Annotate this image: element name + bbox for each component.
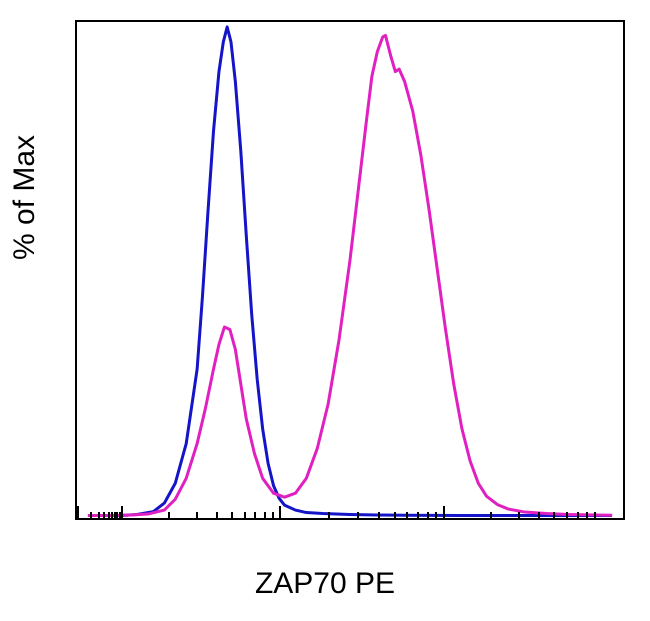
series-isotype-control (88, 27, 612, 516)
plot-area (75, 20, 625, 520)
chart-container: % of Max ZAP70 PE (0, 0, 650, 621)
curves-svg (77, 22, 623, 518)
x-axis-label: ZAP70 PE (0, 567, 650, 601)
y-axis-label: % of Max (8, 135, 42, 260)
series-zap70-pe-stain (88, 35, 612, 515)
